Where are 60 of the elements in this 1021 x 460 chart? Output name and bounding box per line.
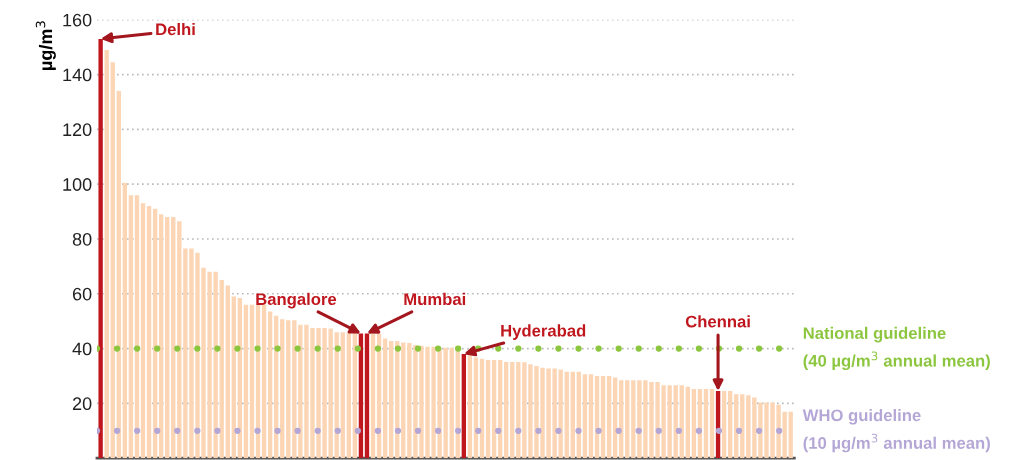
bar: [401, 342, 406, 459]
bar: [382, 338, 388, 459]
bar: [267, 311, 273, 459]
bar: [110, 62, 115, 459]
y-tick-label: 100: [63, 178, 92, 191]
y-tick-label: 120: [63, 123, 92, 137]
text: Bangalore: [256, 292, 337, 309]
bar: [691, 389, 697, 459]
bar: [600, 375, 606, 459]
bar: [485, 360, 491, 459]
bar: [171, 217, 176, 459]
bar: [165, 217, 170, 459]
bar: [606, 375, 612, 459]
bar: [158, 214, 164, 459]
bar: [364, 333, 370, 459]
ref-line-label: National guideline (40 µg/m$^{3}$ annual mean): [803, 326, 990, 371]
bar: [449, 347, 454, 459]
bar: [389, 340, 394, 459]
bar: [510, 361, 515, 459]
y-tick-label: 60: [72, 287, 92, 301]
bar: [116, 91, 121, 459]
bar: [582, 374, 588, 459]
bar: [491, 360, 497, 459]
y-tick-label: 20: [72, 397, 92, 411]
bar: [104, 49, 109, 459]
bar: [280, 319, 285, 459]
bar: [788, 411, 793, 459]
bar: [225, 285, 230, 459]
bar: [703, 389, 709, 459]
text: Mumbai: [404, 292, 466, 306]
text: Hyderabad: [501, 324, 586, 340]
ref-line-label: WHO guideline (10 µg/m$^{3}$ annual mean): [802, 408, 990, 453]
bar: [128, 195, 134, 459]
bar: [122, 182, 128, 459]
bar: [612, 377, 618, 459]
y-tick-label: 160: [63, 13, 92, 27]
y-axis-title: µg/m$^{3}$: [35, 21, 56, 70]
y-tick-label: 40: [72, 342, 92, 356]
bar: [340, 332, 345, 459]
bar: [243, 304, 249, 459]
bar: [564, 371, 569, 459]
bar: [631, 380, 636, 459]
bar: [479, 358, 485, 459]
y-tick-label: 80: [72, 232, 92, 246]
bar: [286, 320, 291, 459]
bar: [504, 361, 509, 459]
bar: [727, 391, 733, 459]
bar: [146, 206, 152, 459]
bar: [98, 38, 103, 459]
y-tick-label: 140: [63, 68, 92, 82]
text: Delhi: [156, 22, 195, 36]
bar: [570, 371, 575, 459]
bar: [140, 203, 146, 459]
bar: [219, 280, 224, 459]
bar: [461, 354, 467, 459]
bar: [625, 380, 630, 459]
bar: [249, 304, 255, 459]
bar: [588, 374, 594, 459]
text: Chennai: [685, 315, 750, 328]
bar: [685, 386, 690, 459]
